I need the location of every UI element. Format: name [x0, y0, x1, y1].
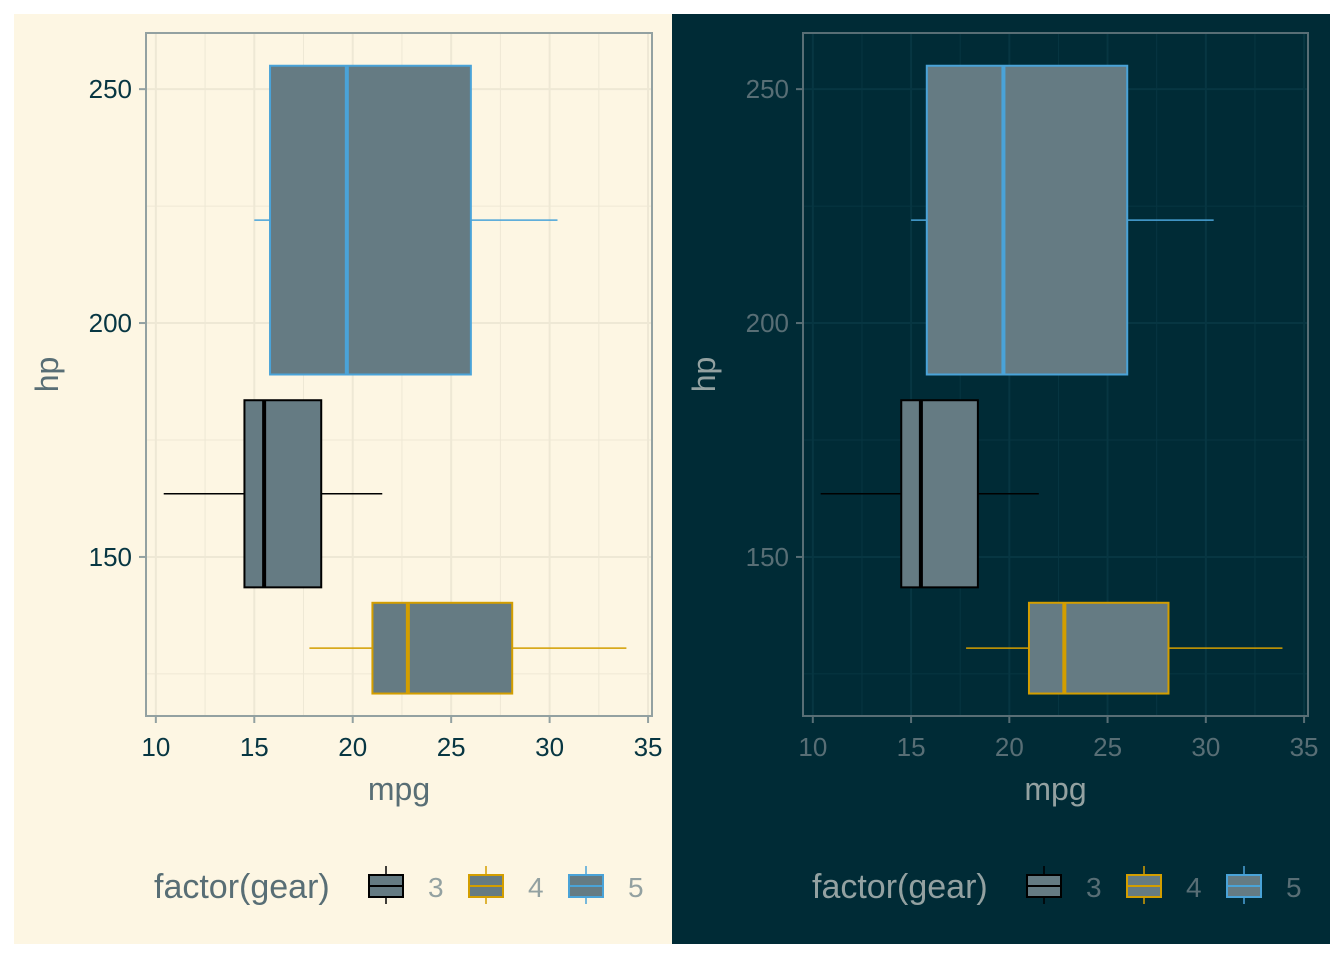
legend-key-4: 4	[1126, 866, 1202, 904]
legend-label: 5	[628, 872, 644, 903]
legend-key-3: 3	[1026, 866, 1102, 904]
legend-title: factor(gear)	[812, 868, 988, 906]
x-tick-label: 25	[1093, 732, 1122, 762]
legend: factor(gear) 3 4 5	[154, 866, 644, 906]
x-axis-title: mpg	[368, 771, 430, 807]
legend-key-5: 5	[568, 866, 644, 904]
x-tick-label: 10	[141, 732, 170, 762]
panel-frame	[145, 32, 653, 717]
x-tick-label: 30	[535, 732, 564, 762]
box-iqr	[371, 601, 514, 695]
y-axis-title: hp	[29, 357, 65, 393]
y-axis: 150 200 250 hp	[686, 74, 803, 572]
legend-label: 3	[1086, 872, 1102, 903]
x-axis: 10 15 20 25 30 35 mpg	[141, 716, 663, 807]
y-tick-label: 200	[746, 308, 789, 338]
x-axis: 10 15 20 25 30 35 mpg	[798, 716, 1319, 807]
box-series-3	[163, 399, 383, 589]
gridlines	[146, 33, 652, 716]
panel-2: 10 15 20 25 30 35 mpg 150 200 250 hp factor(gear) 3 4…	[672, 14, 1330, 944]
legend-key-4: 4	[468, 866, 544, 904]
x-tick-label: 25	[437, 732, 466, 762]
y-axis: 150 200 250 hp	[29, 74, 146, 572]
box-iqr	[243, 399, 323, 589]
box-series-5	[911, 64, 1214, 376]
legend-label: 3	[428, 872, 444, 903]
box-series-4	[966, 601, 1283, 695]
box-iqr	[925, 64, 1129, 376]
y-tick-label: 250	[746, 74, 789, 104]
x-tick-label: 35	[634, 732, 663, 762]
x-tick-label: 30	[1191, 732, 1220, 762]
y-axis-title: hp	[686, 357, 722, 393]
x-tick-label: 20	[338, 732, 367, 762]
box-series-4	[309, 601, 627, 695]
x-tick-label: 15	[897, 732, 926, 762]
legend-title: factor(gear)	[154, 868, 330, 906]
box-iqr	[269, 64, 472, 376]
x-tick-label: 10	[798, 732, 827, 762]
x-tick-label: 15	[240, 732, 269, 762]
legend-label: 4	[1186, 872, 1202, 903]
x-tick-label: 20	[995, 732, 1024, 762]
legend-key-3: 3	[368, 866, 444, 904]
legend: factor(gear) 3 4 5	[812, 866, 1302, 906]
box-iqr	[1027, 601, 1170, 695]
y-tick-label: 150	[746, 542, 789, 572]
legend-label: 4	[528, 872, 544, 903]
y-tick-label: 250	[89, 74, 132, 104]
legend-key-5: 5	[1226, 866, 1302, 904]
panel-1: 10 15 20 25 30 35 mpg 150 200 250 hp factor(gear) 3 4…	[14, 14, 672, 944]
x-tick-label: 35	[1290, 732, 1319, 762]
panel-frame	[802, 32, 1309, 717]
box-series-5	[254, 64, 558, 376]
y-tick-label: 200	[89, 308, 132, 338]
x-axis-title: mpg	[1024, 771, 1086, 807]
y-tick-label: 150	[89, 542, 132, 572]
box-series-3	[820, 399, 1039, 589]
box-iqr	[900, 399, 979, 589]
legend-label: 5	[1286, 872, 1302, 903]
